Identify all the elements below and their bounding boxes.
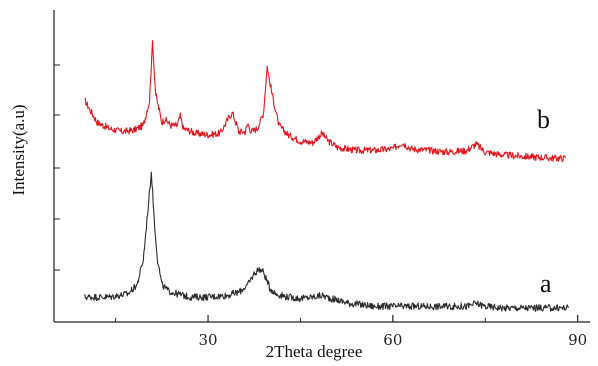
x-tick-label: 60 [383, 331, 402, 349]
series-line-b [84, 40, 566, 163]
series-group [84, 40, 569, 312]
series-label-b: b [537, 105, 550, 134]
x-tick-label: 30 [198, 331, 217, 349]
series-line-a [84, 171, 569, 312]
x-ticks: 30 60 90 [115, 315, 587, 349]
axes [53, 10, 590, 323]
x-tick-label: 90 [568, 331, 587, 349]
x-axis-title: 2Theta degree [266, 342, 363, 361]
series-label-a: a [540, 269, 552, 298]
y-axis-title: Intensity(a.u) [9, 104, 28, 195]
y-ticks [54, 64, 60, 271]
